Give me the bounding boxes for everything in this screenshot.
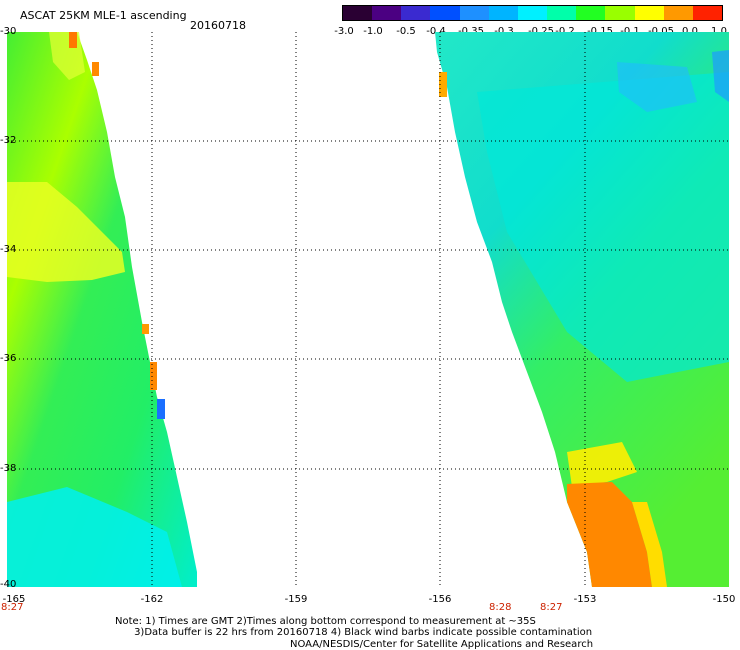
wind-field bbox=[7, 32, 729, 587]
colorbar-swatch-2 bbox=[401, 6, 431, 20]
lon-label: -150 bbox=[712, 594, 736, 605]
west-edge-orange bbox=[142, 324, 149, 334]
lat-label: -30 bbox=[0, 26, 17, 37]
colorbar-label: 1.0 bbox=[711, 26, 727, 37]
product-date: 20160718 bbox=[190, 19, 246, 32]
east-swath-orange bbox=[567, 482, 652, 587]
west-edge-orange-4 bbox=[92, 62, 99, 76]
colorbar-label: 0.0 bbox=[682, 26, 698, 37]
lon-label: -153 bbox=[573, 594, 597, 605]
colorbar-label: -0.25 bbox=[528, 26, 554, 37]
west-edge-blue bbox=[157, 399, 165, 419]
pass-time-label: 8:27 bbox=[540, 602, 563, 613]
colorbar-label: -3.0 bbox=[334, 26, 354, 37]
lat-label: -38 bbox=[0, 463, 17, 474]
lat-label: -36 bbox=[0, 353, 17, 364]
colorbar-swatch-11 bbox=[663, 6, 693, 20]
colorbar-label: -0.2 bbox=[555, 26, 575, 37]
colorbar-label: -0.3 bbox=[494, 26, 514, 37]
colorbar-swatch-10 bbox=[634, 6, 664, 20]
colorbar-swatch-4 bbox=[459, 6, 489, 20]
colorbar-swatch-12 bbox=[692, 6, 723, 20]
colorbar-label: -0.5 bbox=[396, 26, 416, 37]
lat-label: -34 bbox=[0, 244, 17, 255]
colorbar-swatch-1 bbox=[372, 6, 402, 20]
west-edge-orange-3 bbox=[69, 32, 77, 48]
east-swath-cyan-band bbox=[477, 72, 729, 382]
east-swath-blue-patch-2 bbox=[712, 50, 729, 102]
footnote-line-1: Note: 1) Times are GMT 2)Times along bot… bbox=[115, 616, 536, 627]
pass-time-label: 8:27 bbox=[1, 602, 24, 613]
colorbar-swatch-0 bbox=[343, 6, 373, 20]
colorbar-swatch-5 bbox=[488, 6, 518, 20]
east-swath-yellow bbox=[567, 442, 637, 487]
footnote-line-2: 3)Data buffer is 22 hrs from 20160718 4)… bbox=[115, 627, 593, 638]
grid-lines bbox=[7, 32, 729, 587]
colorbar-swatch-3 bbox=[430, 6, 460, 20]
colorbar-swatch-8 bbox=[576, 6, 606, 20]
colorbar-label: -0.35 bbox=[458, 26, 484, 37]
credit-line: NOAA/NESDIS/Center for Satellite Applica… bbox=[290, 639, 594, 650]
wind-map bbox=[7, 32, 729, 587]
west-swath-cyan-bottom bbox=[7, 487, 182, 587]
east-edge-orange bbox=[439, 72, 447, 97]
west-edge-orange-2 bbox=[150, 362, 157, 390]
pass-time-label: 8:28 bbox=[489, 602, 512, 613]
lon-label: -162 bbox=[140, 594, 164, 605]
lat-label: -32 bbox=[0, 135, 17, 146]
east-swath-blue-patch bbox=[617, 62, 697, 112]
lon-label: -165 bbox=[2, 594, 26, 605]
colorbar bbox=[342, 5, 723, 21]
colorbar-swatch-9 bbox=[605, 6, 635, 20]
colorbar-swatch-6 bbox=[517, 6, 548, 20]
west-swath bbox=[7, 32, 197, 587]
colorbar-label: -0.4 bbox=[426, 26, 446, 37]
lat-label: -40 bbox=[0, 579, 17, 590]
colorbar-label: -0.15 bbox=[587, 26, 613, 37]
east-swath-yellow-edge bbox=[632, 502, 667, 587]
product-title: ASCAT 25KM MLE-1 ascending bbox=[20, 9, 187, 22]
west-swath-yellow bbox=[7, 182, 125, 282]
lon-label: -156 bbox=[428, 594, 452, 605]
lon-label: -159 bbox=[284, 594, 308, 605]
colorbar-swatch-7 bbox=[547, 6, 577, 20]
colorbar-label: -1.0 bbox=[363, 26, 383, 37]
colorbar-label: -0.05 bbox=[648, 26, 674, 37]
colorbar-label: -0.1 bbox=[620, 26, 640, 37]
